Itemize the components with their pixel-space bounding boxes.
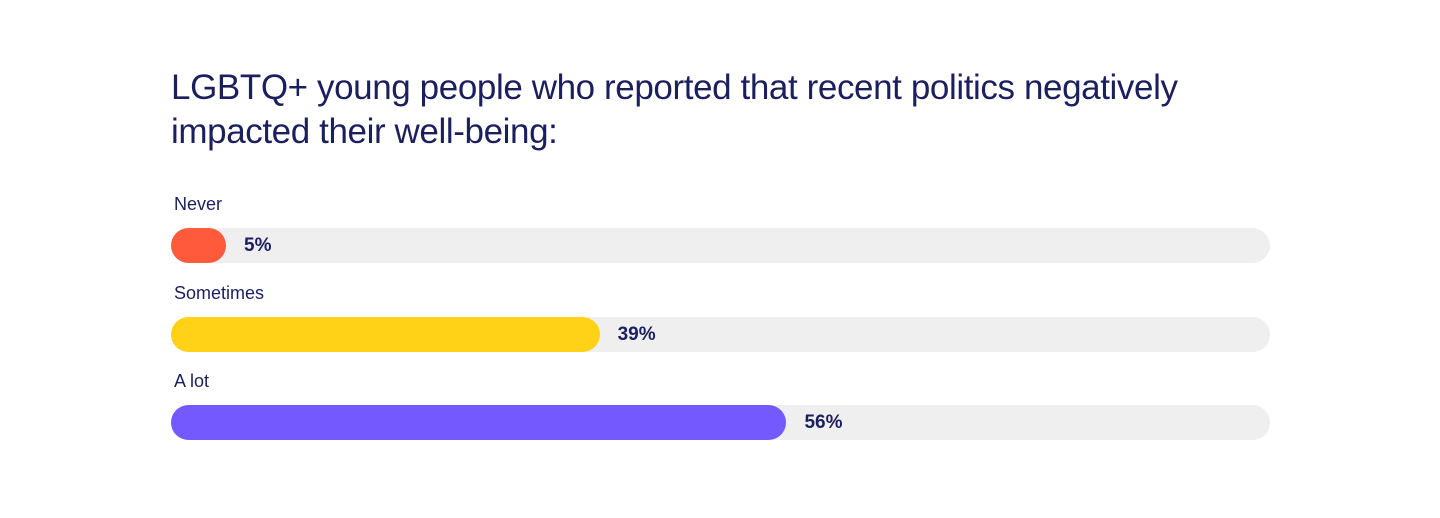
bar-row-never: Never 5%	[171, 193, 1270, 282]
bar-never	[171, 228, 226, 263]
bar-value-a-lot: 56%	[804, 412, 843, 433]
bar-label-sometimes: Sometimes	[174, 282, 265, 303]
chart: LGBTQ+ young people who reported that re…	[171, 66, 1270, 459]
bar-track-a-lot: 56%	[171, 405, 1270, 440]
bar-label-never: Never	[174, 194, 223, 214]
bar-value-never: 5%	[244, 235, 272, 256]
bar-value-sometimes: 39%	[617, 323, 656, 345]
bar-label-a-lot: A lot	[174, 371, 210, 391]
bar-sometimes	[171, 316, 600, 352]
bar-row-a-lot: A lot 56%	[171, 370, 1270, 459]
bar-row-sometimes: Sometimes 39%	[171, 282, 1270, 371]
bar-list: Never 5% Sometimes 39% A lot 56%	[171, 193, 1270, 459]
chart-title: LGBTQ+ young people who reported that re…	[171, 68, 1178, 151]
bar-a-lot	[171, 405, 787, 440]
bar-track-sometimes: 39%	[171, 316, 1270, 352]
bar-track-never: 5%	[171, 228, 1270, 263]
